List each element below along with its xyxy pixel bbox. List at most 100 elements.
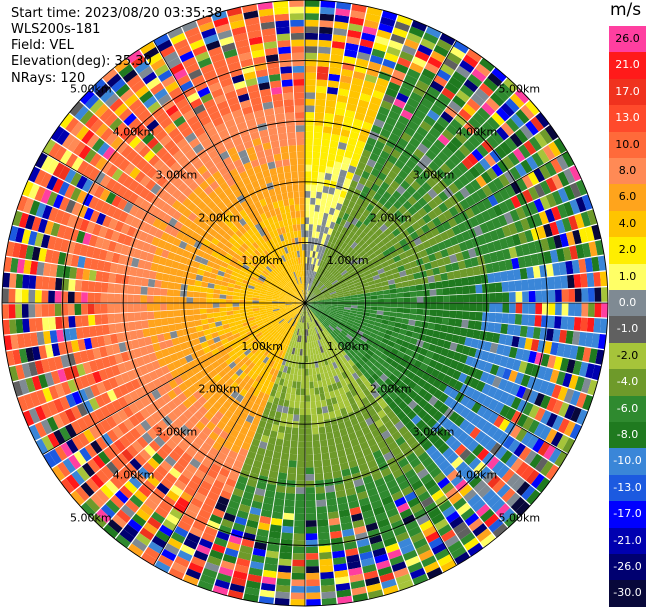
radar-gate <box>206 260 215 268</box>
radar-gate <box>400 180 411 190</box>
radar-gate <box>428 433 441 445</box>
radar-gate <box>250 276 258 282</box>
radar-gate <box>212 195 222 206</box>
radar-gate <box>492 332 501 344</box>
radar-gate <box>330 307 338 310</box>
radar-gate <box>320 276 326 283</box>
radar-gate <box>278 300 286 302</box>
radar-gate <box>341 371 348 380</box>
radar-gate <box>193 303 200 309</box>
radar-gate <box>87 182 100 196</box>
radar-gate <box>305 322 307 330</box>
radar-gate <box>434 454 447 467</box>
radar-gate <box>162 495 176 508</box>
radar-gate <box>340 129 351 138</box>
radar-gate <box>374 321 382 328</box>
radar-gate <box>147 516 162 530</box>
radar-gate <box>270 270 277 277</box>
radar-gate <box>281 278 288 285</box>
radar-gate <box>568 288 576 302</box>
radar-gate <box>337 324 344 330</box>
radar-gate <box>167 537 183 550</box>
radar-gate <box>397 579 414 591</box>
radar-gate <box>223 187 233 197</box>
radar-gate <box>325 485 335 493</box>
radar-gate <box>495 366 506 378</box>
radar-gate <box>317 525 330 534</box>
radar-gate <box>412 131 425 143</box>
radar-gate <box>275 286 283 292</box>
radar-gate <box>464 470 478 484</box>
radar-gate <box>476 144 489 158</box>
radar-gate <box>241 253 249 261</box>
radar-gate <box>537 148 550 164</box>
radar-gate <box>514 128 529 144</box>
radar-gate <box>28 275 37 289</box>
radar-gate <box>481 452 495 466</box>
radar-gate <box>211 267 219 275</box>
radar-gate <box>111 364 121 377</box>
radar-gate <box>71 202 82 216</box>
radar-gate <box>18 212 29 228</box>
radar-gate <box>332 281 340 287</box>
radar-gate <box>330 322 337 328</box>
radar-gate <box>268 314 275 320</box>
radar-gate <box>364 115 376 125</box>
radar-gate <box>335 202 343 211</box>
radar-gate <box>308 368 313 376</box>
radar-gate <box>401 463 413 474</box>
radar-gate <box>434 234 444 244</box>
radar-gate <box>163 168 175 180</box>
radar-gate <box>393 219 402 228</box>
radar-gate <box>305 85 316 93</box>
radar-gate <box>329 276 336 283</box>
radar-gate <box>492 523 508 538</box>
radar-gate <box>493 191 505 204</box>
radar-gate <box>422 356 432 366</box>
radar-gate <box>581 194 593 211</box>
radar-gate <box>141 320 149 329</box>
radar-gate <box>343 177 352 186</box>
radar-gate <box>387 320 396 327</box>
radar-gate <box>311 304 319 306</box>
radar-gate <box>426 417 438 429</box>
radar-gate <box>445 123 459 136</box>
radar-gate <box>308 292 314 298</box>
radar-gate <box>305 520 317 527</box>
radar-gate <box>266 292 274 297</box>
radar-gate <box>203 474 216 485</box>
radar-gate <box>377 518 390 529</box>
radar-gate <box>435 281 443 289</box>
radar-gate <box>287 325 292 332</box>
radar-gate <box>23 333 32 348</box>
radar-gate <box>150 412 162 424</box>
radar-gate <box>180 491 194 503</box>
radar-gate <box>246 308 253 313</box>
radar-gate <box>315 479 325 488</box>
radar-gate <box>510 396 522 410</box>
radar-gate <box>246 400 255 409</box>
radar-gate <box>317 218 323 226</box>
radar-gate <box>101 282 109 293</box>
radar-gate <box>92 454 106 469</box>
radar-gate <box>324 304 332 306</box>
radar-gate <box>506 324 515 336</box>
radar-gate <box>280 292 287 296</box>
radar-gate <box>228 471 239 482</box>
radar-gate <box>282 519 294 527</box>
radar-gate <box>366 108 378 119</box>
radar-gate <box>291 434 299 442</box>
radar-gate <box>285 305 293 308</box>
radar-gate <box>195 420 206 431</box>
radar-gate <box>305 513 317 521</box>
radar-gate <box>305 526 318 534</box>
radar-gate <box>287 473 297 481</box>
radar-gate <box>316 273 322 281</box>
radar-gate <box>311 304 318 307</box>
radar-gate <box>586 209 598 226</box>
radar-gate <box>294 306 300 312</box>
radar-gate <box>425 132 437 144</box>
radar-gate <box>292 354 297 362</box>
radar-gate <box>100 465 115 480</box>
radar-gate <box>325 99 337 108</box>
